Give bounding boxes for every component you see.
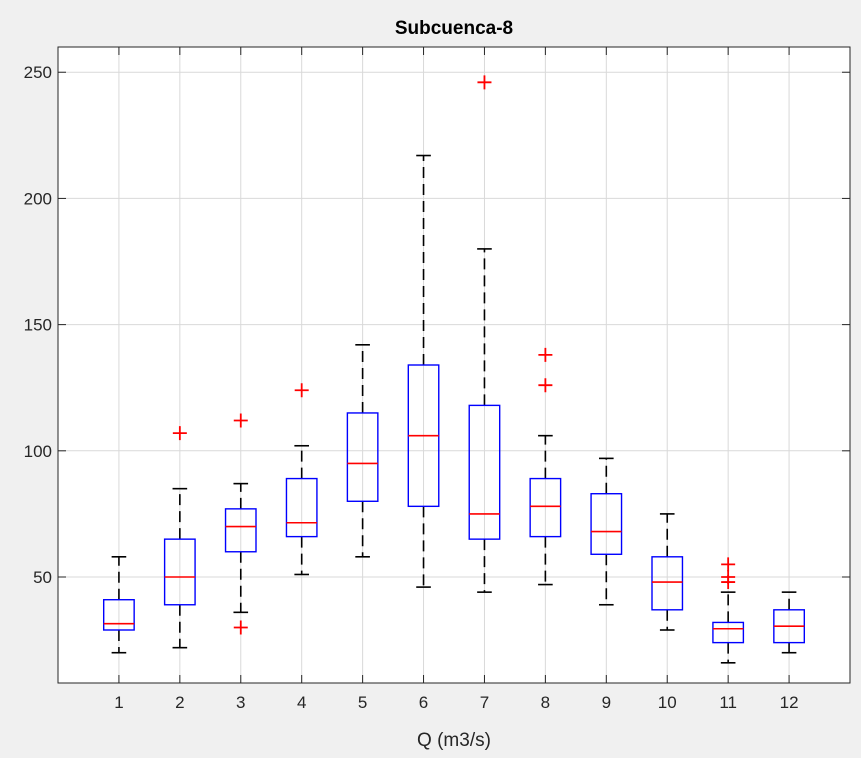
box-7 bbox=[468, 75, 501, 593]
x-axis: 1 2 3 4 5 6 7 8 9 10 11 12 bbox=[114, 47, 799, 712]
box-4 bbox=[285, 383, 318, 576]
iqr-box bbox=[529, 477, 562, 538]
outlier-marker bbox=[721, 557, 736, 572]
plot-area bbox=[58, 47, 850, 683]
box-6 bbox=[407, 154, 440, 588]
x-axis-label: Q (m3/s) bbox=[417, 730, 491, 751]
box-5 bbox=[346, 344, 379, 558]
y-axis: 50 100 150 200 250 bbox=[24, 63, 850, 587]
x-tick-label: 12 bbox=[780, 693, 799, 712]
outlier-marker bbox=[477, 75, 492, 90]
x-tick-label: 9 bbox=[602, 693, 611, 712]
y-tick-label: 100 bbox=[24, 442, 52, 461]
outlier-marker bbox=[538, 347, 553, 362]
iqr-box bbox=[651, 556, 684, 611]
x-tick-label: 7 bbox=[480, 693, 489, 712]
outlier-marker bbox=[233, 413, 248, 428]
x-tick-label: 10 bbox=[658, 693, 677, 712]
iqr-box bbox=[346, 412, 379, 502]
box-10 bbox=[651, 513, 684, 631]
iqr-box bbox=[102, 599, 135, 631]
iqr-box bbox=[224, 508, 257, 553]
y-tick-label: 50 bbox=[33, 568, 52, 587]
box-1 bbox=[102, 556, 135, 654]
x-tick-label: 4 bbox=[297, 693, 306, 712]
axes-frame bbox=[57, 46, 851, 684]
box-3 bbox=[224, 413, 257, 635]
x-tick-label: 6 bbox=[419, 693, 428, 712]
y-tick-label: 150 bbox=[24, 316, 52, 335]
x-tick-label: 5 bbox=[358, 693, 367, 712]
iqr-box bbox=[163, 538, 196, 606]
outlier-marker bbox=[233, 620, 248, 635]
x-tick-label: 2 bbox=[175, 693, 184, 712]
outlier-marker bbox=[538, 378, 553, 393]
outlier-marker bbox=[721, 570, 736, 584]
box-11 bbox=[712, 557, 745, 664]
outlier-marker bbox=[172, 426, 187, 441]
iqr-box bbox=[468, 404, 501, 540]
x-tick-label: 1 bbox=[114, 693, 123, 712]
x-tick-label: 3 bbox=[236, 693, 245, 712]
outlier-marker bbox=[294, 383, 309, 398]
box-series bbox=[102, 75, 806, 664]
chart-title: Subcuenca-8 bbox=[395, 18, 513, 39]
x-tick-label: 11 bbox=[719, 693, 737, 712]
box-9 bbox=[590, 457, 623, 606]
x-tick-label: 8 bbox=[541, 693, 550, 712]
y-tick-label: 200 bbox=[24, 189, 52, 208]
iqr-box bbox=[590, 493, 623, 555]
box-8 bbox=[529, 347, 562, 586]
box-2 bbox=[163, 426, 196, 649]
iqr-box bbox=[712, 621, 745, 644]
y-tick-label: 250 bbox=[24, 63, 52, 82]
iqr-box bbox=[285, 477, 318, 538]
box-12 bbox=[773, 591, 806, 654]
